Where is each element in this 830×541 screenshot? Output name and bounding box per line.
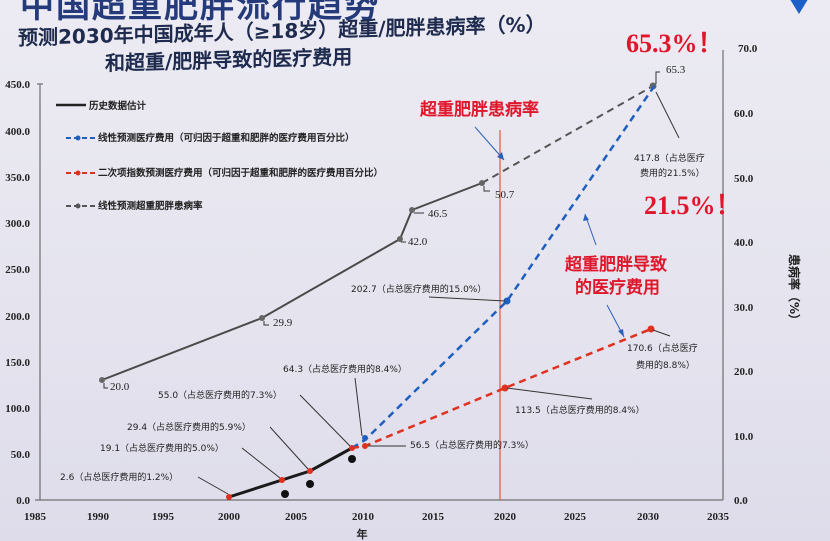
y-left-tick: 400.0 bbox=[5, 126, 30, 138]
y-right-tick: 20.0 bbox=[734, 366, 754, 378]
svg-text:费用的21.5%）: 费用的21.5%） bbox=[640, 167, 705, 179]
y-left-tick: 350.0 bbox=[5, 172, 30, 184]
x-ticks: 1985 1990 1995 2000 2005 2010 2015 2020 … bbox=[24, 511, 730, 541]
right-y-ticks: 0.0 10.0 20.0 30.0 40.0 50.0 60.0 70.0 患… bbox=[734, 43, 802, 507]
legend-item-historical: 历史数据估计 bbox=[56, 100, 147, 112]
x-tick: 2005 bbox=[285, 511, 308, 523]
y-left-tick: 0.0 bbox=[16, 495, 30, 507]
legend: 历史数据估计 线性预测医疗费用（可归因于超重和肥胖的医疗费用百分比） 二次项指数… bbox=[56, 100, 383, 212]
cost-callout-label-line1: 超重肥胖导致 bbox=[565, 254, 668, 275]
x-tick: 2020 bbox=[494, 511, 517, 523]
prevalence-2030-callout: 65.3%！ bbox=[626, 29, 724, 58]
prevalence-callout-label: 超重肥胖患病率 bbox=[420, 99, 539, 120]
svg-text:202.7（占总医疗费用的15.0%）: 202.7（占总医疗费用的15.0%） bbox=[351, 283, 486, 295]
svg-text:费用的8.8%）: 费用的8.8%） bbox=[636, 359, 695, 371]
y-right-tick: 0.0 bbox=[734, 495, 748, 507]
svg-text:50.7: 50.7 bbox=[495, 189, 515, 201]
quadratic-forecast-series bbox=[351, 325, 655, 450]
prevalence-labels: 20.0 29.9 42.0 46.5 50.7 65.3 bbox=[103, 64, 686, 393]
cost-callout-label-line2: 的医疗费用 bbox=[575, 277, 660, 298]
y-left-tick: 200.0 bbox=[5, 311, 30, 323]
x-tick: 1985 bbox=[24, 511, 47, 523]
svg-text:2.6（占总医疗费用的1.2%）: 2.6（占总医疗费用的1.2%） bbox=[60, 471, 178, 483]
svg-text:42.0: 42.0 bbox=[408, 236, 428, 248]
arrow-icon bbox=[618, 329, 624, 337]
svg-text:56.5（占总医疗费用的7.3%）: 56.5（占总医疗费用的7.3%） bbox=[410, 439, 534, 451]
left-y-axis bbox=[37, 83, 43, 500]
callouts: 65.3%！ 21.5%！ 超重肥胖患病率 超重肥胖导致 的医疗费用 bbox=[420, 29, 742, 338]
cost-share-2030-callout: 21.5%！ bbox=[644, 191, 742, 220]
y-right-tick: 60.0 bbox=[734, 108, 754, 120]
x-tick: 2010 bbox=[352, 511, 375, 523]
linear-forecast-series bbox=[351, 84, 657, 450]
legend-item-quadratic-cost: 二次项指数预测医疗费用（可归因于超重和肥胖的医疗费用百分比） bbox=[66, 167, 383, 179]
svg-text:线性预测超重肥胖患病率: 线性预测超重肥胖患病率 bbox=[98, 200, 203, 212]
svg-text:二次项指数预测医疗费用（可归因于超重和肥胖的医疗费用百分比）: 二次项指数预测医疗费用（可归因于超重和肥胖的医疗费用百分比） bbox=[98, 167, 383, 179]
diamond-marker-icon bbox=[777, 0, 821, 14]
legend-item-linear-cost: 线性预测医疗费用（可归因于超重和肥胖的医疗费用百分比） bbox=[66, 132, 355, 144]
prevalence-series bbox=[99, 82, 657, 383]
y-right-tick: 70.0 bbox=[738, 43, 758, 55]
svg-text:417.8（占总医疗: 417.8（占总医疗 bbox=[634, 152, 705, 164]
svg-text:29.4（占总医疗费用的5.9%）: 29.4（占总医疗费用的5.9%） bbox=[127, 421, 251, 433]
left-y-ticks: 0.0 50.0 100.0 150.0 200.0 250.0 300.0 3… bbox=[5, 79, 30, 507]
y-right-tick: 10.0 bbox=[734, 431, 754, 443]
y-right-axis-label: 患病率（%） bbox=[787, 254, 802, 326]
y-left-tick: 300.0 bbox=[5, 218, 30, 230]
partial-top-title: 中国超重肥胖流行趋势 bbox=[20, 0, 380, 26]
svg-text:历史数据估计: 历史数据估计 bbox=[89, 100, 147, 112]
svg-text:55.0（占总医疗费用的7.3%）: 55.0（占总医疗费用的7.3%） bbox=[158, 389, 282, 401]
x-tick: 1995 bbox=[152, 511, 175, 523]
x-tick: 2015 bbox=[422, 511, 445, 523]
y-left-tick: 50.0 bbox=[11, 449, 31, 461]
svg-text:19.1（占总医疗费用的5.0%）: 19.1（占总医疗费用的5.0%） bbox=[100, 442, 224, 454]
svg-text:29.9: 29.9 bbox=[273, 317, 293, 329]
svg-text:20.0: 20.0 bbox=[110, 381, 130, 393]
x-tick: 2025 bbox=[564, 511, 587, 523]
y-left-tick: 150.0 bbox=[5, 357, 30, 369]
arrow-icon bbox=[497, 152, 504, 160]
x-tick: 2035 bbox=[707, 511, 730, 523]
y-left-tick: 250.0 bbox=[5, 264, 30, 276]
y-right-tick: 30.0 bbox=[734, 302, 754, 314]
y-right-tick: 50.0 bbox=[734, 173, 754, 185]
arrow-icon bbox=[583, 214, 589, 221]
svg-text:113.5（占总医疗费用的8.4%）: 113.5（占总医疗费用的8.4%） bbox=[515, 404, 645, 416]
cost-annotations: 2.6（占总医疗费用的1.2%） 19.1（占总医疗费用的5.0%） 29.4（… bbox=[60, 91, 705, 495]
x-tick: 1990 bbox=[87, 511, 110, 523]
svg-text:46.5: 46.5 bbox=[428, 208, 448, 220]
legend-item-prevalence: 线性预测超重肥胖患病率 bbox=[66, 200, 203, 212]
svg-text:65.3: 65.3 bbox=[666, 64, 686, 76]
svg-text:170.6（占总医疗: 170.6（占总医疗 bbox=[627, 342, 698, 354]
x-tick: 2030 bbox=[637, 511, 660, 523]
svg-text:线性预测医疗费用（可归因于超重和肥胖的医疗费用百分比）: 线性预测医疗费用（可归因于超重和肥胖的医疗费用百分比） bbox=[98, 132, 355, 144]
y-left-tick: 450.0 bbox=[5, 79, 30, 91]
y-right-tick: 40.0 bbox=[734, 237, 754, 249]
y-left-tick: 100.0 bbox=[5, 403, 30, 415]
historical-cost-series bbox=[226, 445, 356, 500]
x-axis-label: 年 bbox=[357, 527, 368, 541]
x-tick: 2000 bbox=[218, 511, 241, 523]
svg-text:64.3（占总医疗费用的8.4%）: 64.3（占总医疗费用的8.4%） bbox=[283, 363, 407, 375]
